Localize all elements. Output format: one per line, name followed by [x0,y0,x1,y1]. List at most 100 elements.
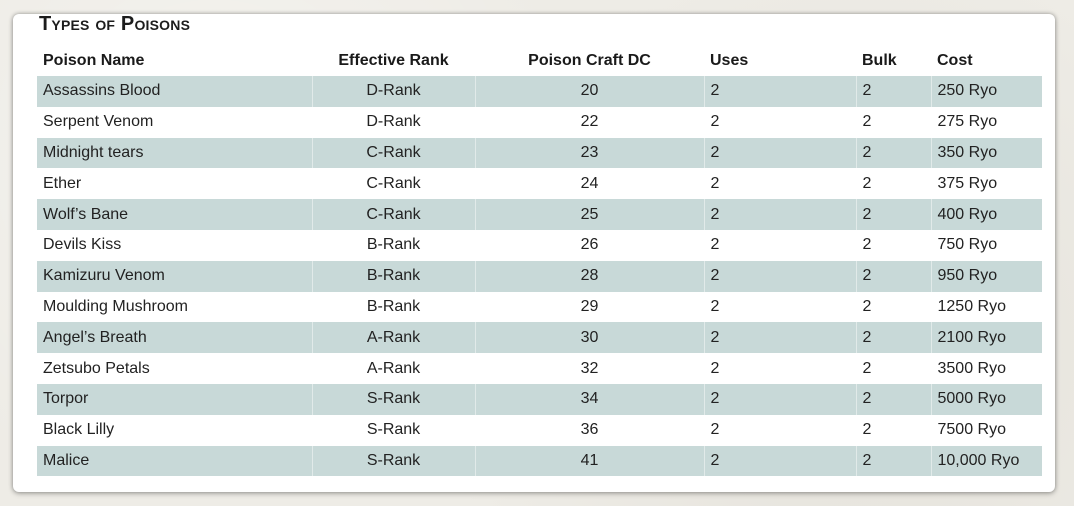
cell-poison-craft-dc: 36 [474,414,704,446]
cell-uses: 2 [703,76,856,107]
cell-effective-rank: B-Rank [311,260,475,292]
cell-bulk: 2 [855,414,931,446]
cell-cost: 10,000 Ryo [930,445,1042,477]
cell-uses: 2 [703,445,856,477]
cell-cost: 375 Ryo [930,168,1042,200]
cell-poison-craft-dc: 20 [474,76,704,107]
cell-bulk: 2 [855,76,931,107]
cell-poison-name: Moulding Mushroom [37,291,312,323]
cell-cost: 3500 Ryo [930,353,1042,384]
poisons-table: Poison Name Effective Rank Poison Craft … [37,46,1042,477]
table-row: Wolf’s Bane C-Rank 25 2 2 400 Ryo [37,199,1042,230]
cell-poison-name: Serpent Venom [37,106,312,138]
cell-poison-name: Black Lilly [37,414,312,446]
cell-uses: 2 [703,137,856,169]
cell-effective-rank: A-Rank [311,322,475,354]
cell-bulk: 2 [855,199,931,230]
cell-uses: 2 [703,260,856,292]
cell-uses: 2 [703,414,856,446]
cell-poison-craft-dc: 34 [474,383,704,415]
cell-poison-craft-dc: 30 [474,322,704,354]
table-body: Assassins Blood D-Rank 20 2 2 250 Ryo Serpent … [37,76,1042,477]
cell-poison-craft-dc: 23 [474,137,704,169]
cell-poison-name: Angel’s Breath [37,322,312,354]
cell-cost: 400 Ryo [930,199,1042,230]
cell-poison-craft-dc: 29 [474,291,704,323]
column-header-poison-craft-dc: Poison Craft DC [528,52,651,69]
table-row: Black Lilly S-Rank 36 2 2 7500 Ryo [37,414,1042,446]
cell-poison-craft-dc: 32 [474,353,704,384]
table-row: Devils Kiss B-Rank 26 2 2 750 Ryo [37,229,1042,261]
cell-poison-craft-dc: 26 [474,229,704,261]
cell-poison-name: Midnight tears [37,137,312,169]
cell-uses: 2 [703,322,856,354]
table-row: Zetsubo Petals A-Rank 32 2 2 3500 Ryo [37,353,1042,384]
cell-cost: 275 Ryo [930,106,1042,138]
table-row: Kamizuru Venom B-Rank 28 2 2 950 Ryo [37,260,1042,292]
table-header-row: Poison Name Effective Rank Poison Craft … [37,46,1042,76]
table-row: Angel’s Breath A-Rank 30 2 2 2100 Ryo [37,322,1042,354]
cell-poison-name: Zetsubo Petals [37,353,312,384]
cell-effective-rank: D-Rank [311,106,475,138]
cell-effective-rank: C-Rank [311,137,475,169]
cell-bulk: 2 [855,383,931,415]
cell-poison-craft-dc: 28 [474,260,704,292]
cell-poison-craft-dc: 24 [474,168,704,200]
table-row: Assassins Blood D-Rank 20 2 2 250 Ryo [37,76,1042,107]
table-row: Malice S-Rank 41 2 2 10,000 Ryo [37,445,1042,477]
cell-effective-rank: S-Rank [311,445,475,477]
cell-poison-craft-dc: 22 [474,106,704,138]
column-header-uses: Uses [710,52,749,69]
cell-effective-rank: B-Rank [311,291,475,323]
table-row: Midnight tears C-Rank 23 2 2 350 Ryo [37,137,1042,169]
cell-cost: 250 Ryo [930,76,1042,107]
cell-cost: 5000 Ryo [930,383,1042,415]
cell-bulk: 2 [855,291,931,323]
cell-bulk: 2 [855,137,931,169]
cell-cost: 1250 Ryo [930,291,1042,323]
cell-poison-name: Wolf’s Bane [37,199,312,230]
cell-effective-rank: S-Rank [311,383,475,415]
cell-bulk: 2 [855,322,931,354]
table-row: Ether C-Rank 24 2 2 375 Ryo [37,168,1042,200]
table-row: Moulding Mushroom B-Rank 29 2 2 1250 Ryo [37,291,1042,323]
column-header-cost: Cost [937,52,973,69]
cell-bulk: 2 [855,106,931,138]
cell-cost: 7500 Ryo [930,414,1042,446]
cell-uses: 2 [703,229,856,261]
cell-effective-rank: B-Rank [311,229,475,261]
cell-poison-name: Devils Kiss [37,229,312,261]
cell-uses: 2 [703,168,856,200]
cell-uses: 2 [703,291,856,323]
cell-uses: 2 [703,106,856,138]
column-header-bulk: Bulk [862,52,897,69]
cell-effective-rank: S-Rank [311,414,475,446]
cell-poison-name: Ether [37,168,312,200]
cell-effective-rank: C-Rank [311,168,475,200]
column-header-effective-rank: Effective Rank [338,52,449,69]
cell-poison-name: Torpor [37,383,312,415]
cell-poison-name: Assassins Blood [37,76,312,107]
table-row: Serpent Venom D-Rank 22 2 2 275 Ryo [37,106,1042,138]
cell-cost: 350 Ryo [930,137,1042,169]
cell-effective-rank: C-Rank [311,199,475,230]
cell-uses: 2 [703,199,856,230]
section-title: Types of Poisons [39,13,191,35]
table-row: Torpor S-Rank 34 2 2 5000 Ryo [37,383,1042,415]
cell-effective-rank: D-Rank [311,76,475,107]
cell-poison-name: Kamizuru Venom [37,260,312,292]
cell-poison-craft-dc: 25 [474,199,704,230]
cell-bulk: 2 [855,229,931,261]
cell-bulk: 2 [855,445,931,477]
cell-bulk: 2 [855,260,931,292]
column-header-poison-name: Poison Name [43,52,145,69]
cell-bulk: 2 [855,168,931,200]
cell-cost: 950 Ryo [930,260,1042,292]
cell-poison-name: Malice [37,445,312,477]
cell-effective-rank: A-Rank [311,353,475,384]
cell-uses: 2 [703,353,856,384]
cell-bulk: 2 [855,353,931,384]
cell-cost: 2100 Ryo [930,322,1042,354]
cell-poison-craft-dc: 41 [474,445,704,477]
cell-cost: 750 Ryo [930,229,1042,261]
